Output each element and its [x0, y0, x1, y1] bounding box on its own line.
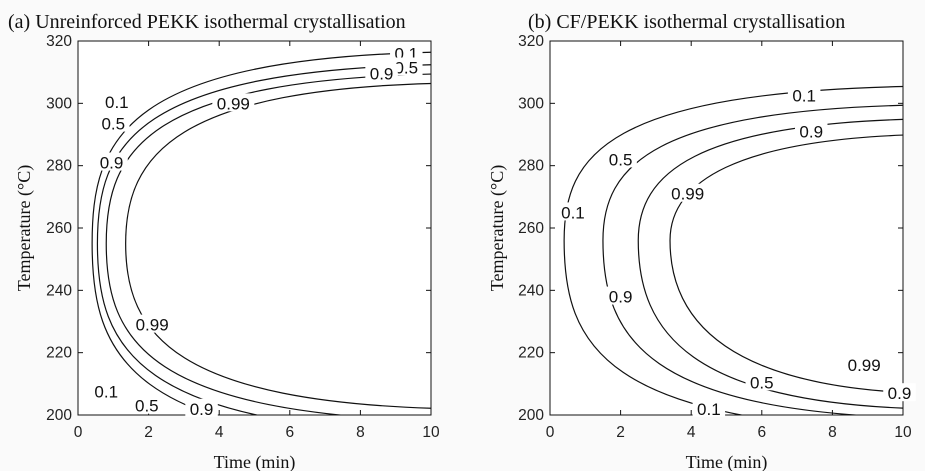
x-tick-label: 8 [828, 424, 837, 441]
y-tick-label: 240 [46, 282, 72, 299]
x-tick-label: 4 [215, 424, 224, 441]
contour-label-knockout [131, 314, 174, 333]
y-tick-label: 320 [46, 33, 72, 50]
contour-line-0-5 [602, 104, 903, 415]
panel-b-plot-area [549, 40, 904, 416]
contour-label-knockout [100, 91, 134, 110]
contour-label-knockout [130, 395, 164, 414]
y-tick-label: 240 [518, 282, 544, 299]
contour-label-knockout [666, 183, 709, 202]
x-tick-label: 10 [894, 424, 912, 441]
contour-label-0-99: 0.99 [671, 185, 704, 204]
x-tick-label: 2 [616, 424, 625, 441]
contour-label-knockout [692, 398, 726, 417]
panel-b-cf-pekk: (b) CF/PEKK isothermal crystallisation 0… [487, 11, 916, 471]
contour-label-knockout [843, 355, 886, 374]
contour-label-0-1: 0.1 [697, 400, 721, 419]
contour-label-0-1: 0.1 [792, 87, 816, 106]
contour-line-0-5 [96, 64, 431, 415]
contour-label-0-1: 0.1 [94, 383, 118, 402]
contour-label-knockout [390, 43, 423, 62]
x-tick-label: 4 [687, 424, 696, 441]
contour-label-0-5: 0.5 [609, 150, 633, 169]
y-tick-label: 260 [518, 220, 544, 237]
contour-label-0-99: 0.99 [136, 316, 169, 335]
contour-label-knockout [604, 149, 637, 168]
contour-label-knockout [97, 113, 130, 132]
contour-label-knockout [556, 202, 590, 221]
contour-label-0-5: 0.5 [135, 397, 159, 416]
contour-label-knockout [365, 63, 398, 82]
contour-label-knockout [883, 383, 916, 402]
contour-label-0-1: 0.1 [105, 93, 129, 112]
y-tick-label: 220 [46, 345, 72, 362]
contour-label-0-1: 0.1 [561, 203, 585, 222]
contour-label-0-9: 0.9 [370, 65, 394, 84]
y-tick-label: 220 [518, 345, 544, 362]
contour-label-0-5: 0.5 [750, 373, 774, 392]
y-tick-label: 280 [46, 158, 72, 175]
y-tick-label: 300 [518, 95, 544, 112]
y-tick-label: 200 [518, 407, 544, 424]
panel-a-plot-area [77, 40, 432, 416]
contour-label-0-5: 0.5 [101, 115, 125, 134]
contour-label-knockout [787, 85, 821, 104]
contour-label-knockout [604, 286, 637, 305]
panel-a-unreinforced: (a) Unreinforced PEKK isothermal crystal… [8, 11, 440, 471]
contour-label-0-9: 0.9 [100, 154, 124, 173]
x-tick-label: 6 [285, 424, 294, 441]
contour-label-knockout [794, 121, 828, 140]
contour-label-knockout [89, 381, 123, 400]
x-tick-label: 8 [356, 424, 365, 441]
contour-label-0-9: 0.9 [799, 122, 823, 141]
panel-a-contour-labels: 0.10.50.90.990.10.50.90.990.10.5 0.9 [89, 43, 423, 419]
panel-b-title: (b) CF/PEKK isothermal crystallisation [528, 11, 845, 33]
panel-a-y-axis-title: Temperature (°C) [14, 165, 35, 291]
panel-b-contour-labels: 0.1 0.5 0.9 0.99 0.1 0.9 0.99 0.5 0.9 0.1 [556, 85, 916, 419]
contour-label-knockout [212, 93, 255, 112]
x-tick-label: 0 [74, 424, 83, 441]
panel-b-ticks: 0 2 4 6 8 10 200 220 240 260 280 300 320 [518, 33, 912, 441]
y-tick-label: 260 [46, 220, 72, 237]
contour-label-knockout [185, 398, 218, 417]
contour-label-0-99: 0.99 [848, 356, 881, 375]
contour-label-0-5: 0.5 [394, 58, 418, 77]
x-tick-label: 2 [144, 424, 153, 441]
contour-label-0-9: 0.9 [609, 288, 633, 307]
y-tick-label: 300 [46, 95, 72, 112]
panel-b-x-axis-title: Time (min) [686, 452, 768, 471]
panel-a-x-axis-title: Time (min) [214, 452, 296, 471]
contour-label-0-9: 0.9 [888, 384, 912, 403]
contour-line-0-1 [91, 51, 431, 415]
contour-label-knockout [390, 57, 423, 76]
y-tick-label: 280 [518, 158, 544, 175]
panel-a-title: (a) Unreinforced PEKK isothermal crystal… [8, 11, 406, 33]
panel-b-y-axis-title: Temperature (°C) [487, 165, 508, 291]
contour-line-0-99 [669, 134, 903, 393]
panel-a-ticks: 0 2 4 6 8 10 200 220 240 260 280 300 320 [46, 33, 440, 441]
contour-label-0-99: 0.99 [217, 94, 250, 113]
y-tick-label: 320 [518, 33, 544, 50]
x-tick-label: 6 [757, 424, 766, 441]
x-tick-label: 10 [422, 424, 440, 441]
contour-label-knockout [745, 372, 779, 391]
contour-label-knockout [95, 152, 128, 171]
x-tick-label: 0 [546, 424, 555, 441]
y-tick-label: 200 [46, 407, 72, 424]
contour-label-0-9: 0.9 [190, 400, 214, 419]
